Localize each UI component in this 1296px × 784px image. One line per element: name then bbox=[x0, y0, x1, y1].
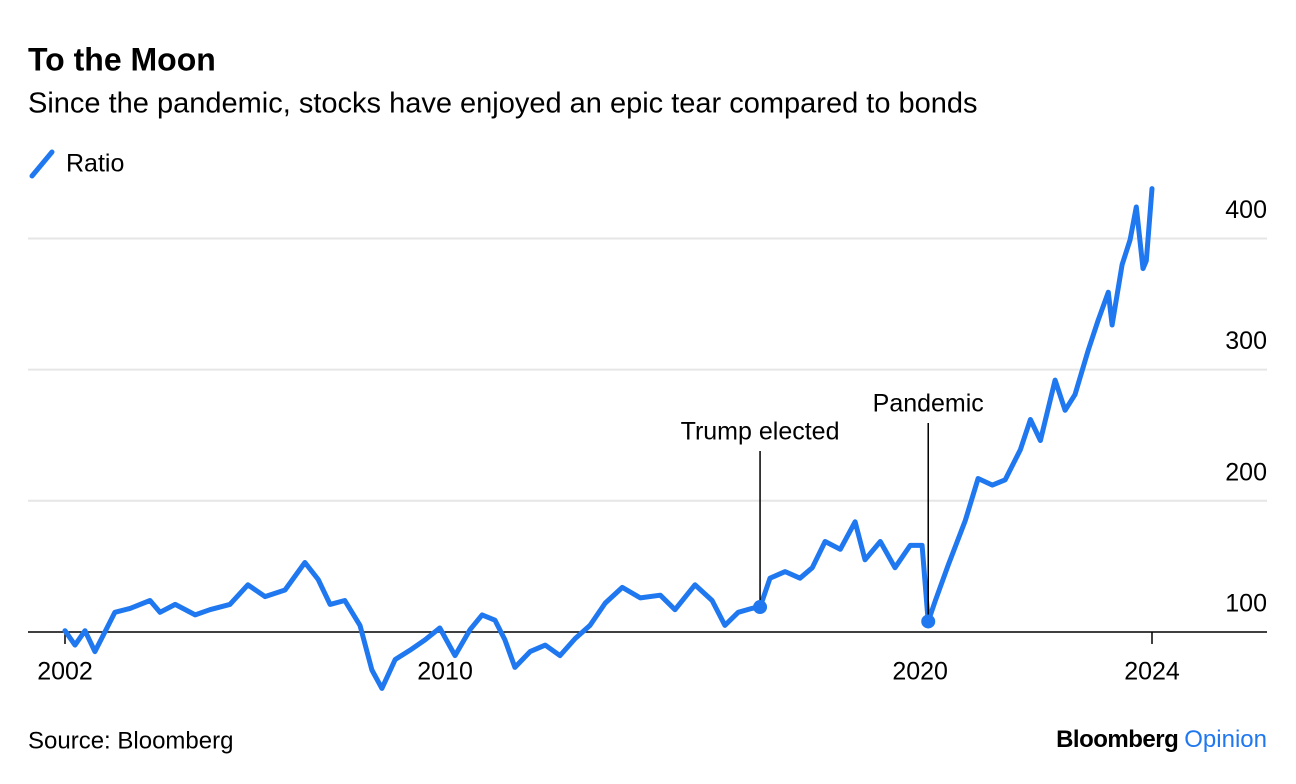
brand-section: Opinion bbox=[1184, 726, 1267, 753]
annotation-dot bbox=[753, 600, 768, 615]
source: Source: Bloomberg bbox=[28, 727, 233, 754]
brand-name: Bloomberg bbox=[1056, 726, 1178, 753]
legend-label: Ratio bbox=[66, 150, 124, 178]
chart-subtitle: Since the pandemic, stocks have enjoyed … bbox=[28, 88, 978, 120]
y-tick-label: 300 bbox=[1225, 327, 1267, 355]
legend-swatch bbox=[29, 149, 55, 179]
x-tick-label: 2010 bbox=[417, 658, 473, 686]
annotation-label: Pandemic bbox=[873, 390, 984, 418]
chart-title: To the Moon bbox=[28, 41, 216, 77]
x-tick-label: 2002 bbox=[37, 658, 93, 686]
x-tick-label: 2020 bbox=[892, 658, 948, 686]
annotation-label: Trump elected bbox=[681, 418, 840, 446]
annotation-dot bbox=[921, 614, 936, 629]
x-tick-label: 2024 bbox=[1124, 658, 1180, 686]
brand: Bloomberg Opinion bbox=[1056, 726, 1267, 753]
y-tick-label: 400 bbox=[1225, 196, 1267, 224]
y-tick-label: 100 bbox=[1225, 590, 1267, 618]
data-line bbox=[62, 186, 1155, 691]
y-tick-label: 200 bbox=[1225, 458, 1267, 486]
